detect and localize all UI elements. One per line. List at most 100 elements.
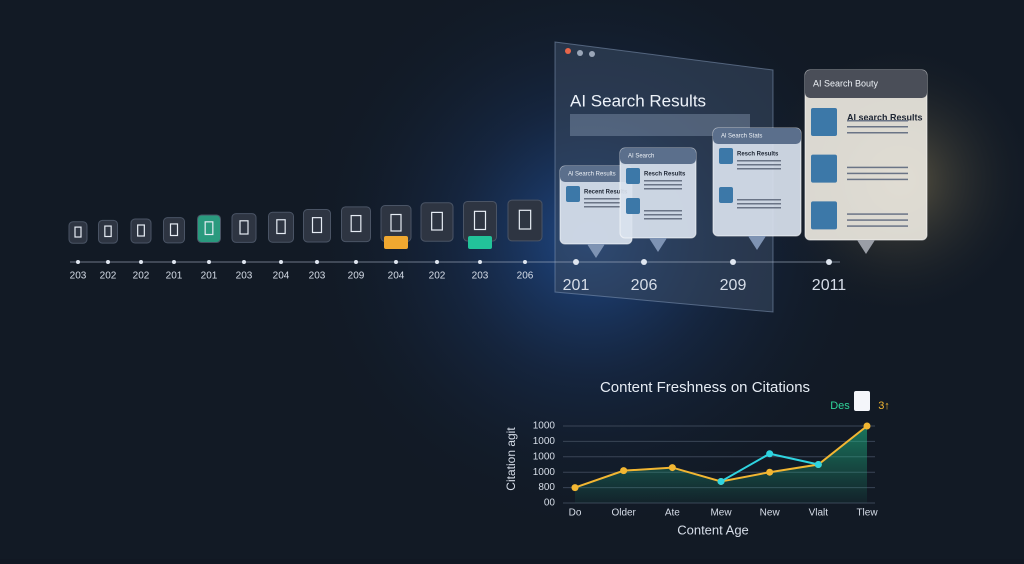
data-point — [668, 464, 676, 472]
timeline-label: 201 — [563, 277, 590, 294]
timeline-icon — [303, 209, 331, 243]
timeline-point — [478, 260, 482, 264]
data-point — [766, 450, 774, 458]
timeline-point — [279, 260, 283, 264]
timeline-label: 206 — [631, 277, 658, 294]
text-line — [737, 160, 781, 162]
card-heading: AI search Results — [847, 112, 923, 122]
timeline-icon — [420, 202, 454, 242]
data-point — [717, 477, 725, 485]
text-line — [847, 126, 908, 128]
badge: Des — [830, 400, 850, 412]
timeline-point — [354, 260, 358, 264]
data-point — [620, 467, 628, 475]
text-line — [644, 218, 682, 220]
x-tick-label: Tlew — [856, 508, 878, 519]
text-line — [847, 132, 908, 134]
y-tick-label: 1000 — [533, 467, 556, 478]
card-pointer — [748, 236, 766, 250]
timeline-icon — [68, 221, 88, 244]
card-title: Al Search Results — [568, 172, 616, 178]
badge-value: 3↑ — [878, 400, 890, 412]
window-dot — [589, 51, 595, 57]
avatar — [811, 154, 837, 183]
avatar — [811, 108, 837, 136]
data-point — [766, 468, 774, 476]
timeline-point — [394, 260, 398, 264]
icon-glyph — [390, 213, 402, 232]
badge-icon — [854, 391, 870, 411]
y-tick-label: 1000 — [533, 421, 556, 432]
text-line — [644, 184, 682, 186]
icon-glyph — [311, 217, 323, 234]
timeline-icon — [507, 199, 543, 242]
timeline-point — [523, 260, 527, 264]
text-line — [644, 210, 682, 212]
timeline-icon — [268, 211, 294, 243]
card-pointer — [587, 244, 605, 258]
text-line — [737, 203, 781, 205]
card-header — [713, 128, 801, 144]
card-title: AI Search — [628, 154, 654, 160]
chart-title: Content Freshness on Citations — [600, 379, 810, 396]
x-tick-label: Vlalt — [809, 508, 829, 519]
timeline-label: 204 — [388, 271, 405, 282]
x-tick-label: New — [760, 508, 781, 519]
timeline-point — [641, 259, 647, 265]
text-line — [584, 202, 620, 204]
timeline-point — [207, 260, 211, 264]
text-line — [644, 214, 682, 216]
timeline-label: 204 — [273, 271, 290, 282]
card-heading: Resch Results — [737, 152, 779, 158]
x-tick-label: Mew — [710, 508, 732, 519]
timeline-label: 203 — [309, 271, 326, 282]
timeline-icon — [130, 218, 152, 244]
timeline-point — [573, 259, 579, 265]
timeline-point — [172, 260, 176, 264]
text-line — [737, 168, 781, 170]
timeline-label: 2011 — [812, 277, 847, 294]
timeline-label: 209 — [720, 277, 747, 294]
timeline-icon — [463, 200, 497, 242]
icon-glyph — [350, 214, 362, 233]
timeline-point — [76, 260, 80, 264]
card-header — [560, 166, 632, 182]
text-line — [847, 213, 908, 215]
text-line — [847, 172, 908, 175]
y-tick-label: 800 — [538, 482, 555, 493]
timeline-label: 202 — [100, 271, 117, 282]
window-dot — [565, 48, 571, 54]
icon-glyph — [239, 220, 249, 235]
text-line — [847, 166, 908, 169]
chart: Content Freshness on Citations Des 3↑ Citat… — [504, 379, 890, 537]
data-point — [814, 461, 822, 468]
timeline-label: 203 — [70, 271, 87, 282]
timeline-label: 201 — [166, 271, 183, 282]
text-line — [847, 120, 908, 122]
text-line — [584, 206, 620, 208]
card-title: AI Search Bouty — [813, 78, 879, 88]
timeline-point — [435, 260, 439, 264]
avatar — [626, 198, 640, 214]
icon-glyph — [518, 209, 532, 230]
text-line — [584, 198, 620, 200]
x-tick-label: Do — [569, 508, 582, 519]
text-line — [847, 219, 908, 221]
timeline-point — [106, 260, 110, 264]
card-title: Al Search Stats — [721, 134, 762, 140]
timeline: 203 202 202 201 201 203 204 203 209 204 202 203 206 2… — [68, 199, 847, 294]
x-axis-label: Content Age — [677, 522, 749, 537]
data-point — [863, 422, 871, 430]
timeline-point — [730, 259, 736, 265]
avatar — [626, 168, 640, 184]
icon-glyph — [104, 225, 112, 238]
x-tick-label: Older — [611, 508, 636, 519]
text-line — [847, 225, 908, 227]
timeline-icon — [197, 214, 221, 244]
search-bar — [570, 114, 750, 136]
window-dot — [577, 50, 583, 56]
result-card — [712, 127, 802, 237]
avatar — [566, 186, 580, 202]
